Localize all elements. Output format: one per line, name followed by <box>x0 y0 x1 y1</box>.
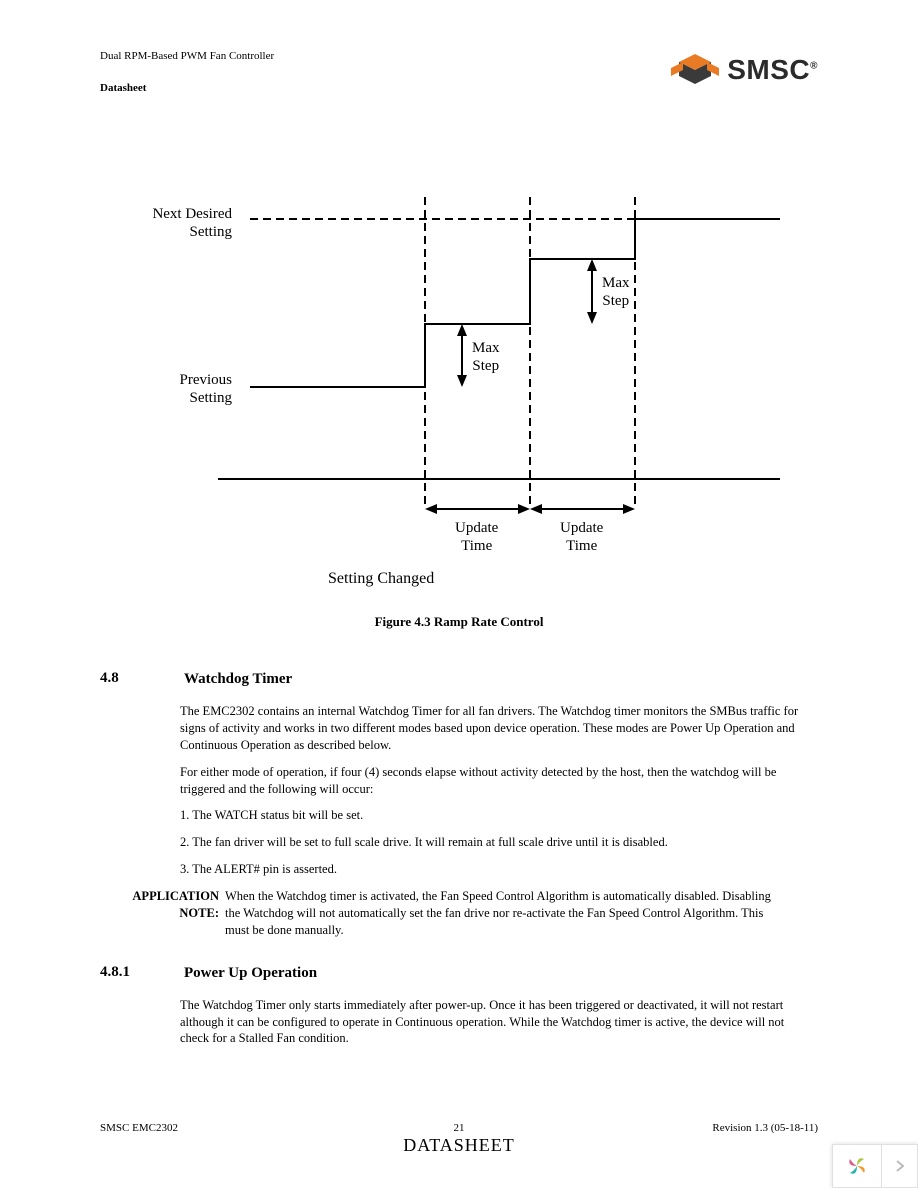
page: Dual RPM-Based PWM Fan Controller Datash… <box>0 0 918 1188</box>
section-title: Watchdog Timer <box>184 671 292 688</box>
label-max-step-2: MaxStep <box>602 274 630 310</box>
label-next-desired: Next DesiredSetting <box>122 205 232 241</box>
label-update-2: UpdateTime <box>560 519 603 555</box>
footer-page-num: 21 <box>454 1122 465 1134</box>
label-update-1: UpdateTime <box>455 519 498 555</box>
section-number: 4.8.1 <box>100 964 180 981</box>
para: For either mode of operation, if four (4… <box>180 764 800 798</box>
note-label: APPLICATION NOTE: <box>100 888 225 939</box>
section-title: Power Up Operation <box>184 965 317 982</box>
ramp-rate-diagram: Next DesiredSetting PreviousSetting MaxS… <box>160 189 780 599</box>
section-4-8: 4.8 Watchdog Timer The EMC2302 contains … <box>100 670 818 878</box>
figure-caption: Figure 4.3 Ramp Rate Control <box>100 614 818 630</box>
para: The EMC2302 contains an internal Watchdo… <box>180 703 800 754</box>
chevron-right-icon <box>896 1160 904 1172</box>
viewer-widget <box>832 1144 918 1188</box>
para: The Watchdog Timer only starts immediate… <box>180 997 800 1048</box>
list-item: 1. The WATCH status bit will be set. <box>180 807 800 824</box>
footer-left: SMSC EMC2302 <box>100 1122 178 1134</box>
application-note: APPLICATION NOTE: When the Watchdog time… <box>100 888 818 939</box>
viewer-next-button[interactable] <box>882 1144 918 1188</box>
smsc-logo: SMSC® <box>669 50 818 90</box>
section-body: The EMC2302 contains an internal Watchdo… <box>180 703 800 878</box>
section-number: 4.8 <box>100 670 180 687</box>
note-body: When the Watchdog timer is activated, th… <box>225 888 785 939</box>
footer-right: Revision 1.3 (05-18-11) <box>712 1122 818 1134</box>
logo-mark-icon <box>669 50 721 90</box>
logo-text: SMSC® <box>727 54 818 86</box>
section-body: The Watchdog Timer only starts immediate… <box>180 997 800 1048</box>
label-previous: PreviousSetting <box>122 371 232 407</box>
list-item: 3. The ALERT# pin is asserted. <box>180 861 800 878</box>
footer-big: DATASHEET <box>403 1135 515 1156</box>
section-4-8-1: 4.8.1 Power Up Operation The Watchdog Ti… <box>100 964 818 1048</box>
list-item: 2. The fan driver will be set to full sc… <box>180 834 800 851</box>
label-setting-changed: Setting Changed <box>328 569 434 588</box>
pinwheel-icon <box>844 1153 870 1179</box>
viewer-logo-button[interactable] <box>832 1144 882 1188</box>
label-max-step-1: MaxStep <box>472 339 500 375</box>
